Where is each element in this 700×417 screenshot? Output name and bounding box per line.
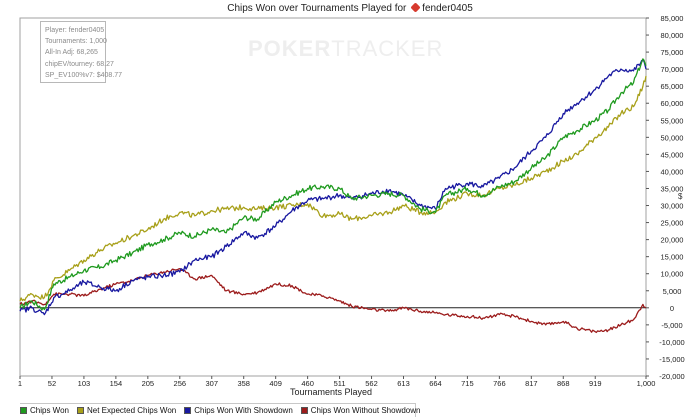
y-tick-label: -5,000 [661, 321, 682, 330]
legend-label-chips-won: Chips Won [30, 406, 69, 415]
legend-item-with-showdown[interactable]: Chips Won With Showdown [184, 406, 293, 415]
infobox-player: Player: fender0405 [45, 27, 105, 34]
watermark-bold: POKER [248, 36, 332, 61]
y-tick-label: 85,000 [661, 14, 684, 23]
stats-infobox: Player: fender0405 Tournaments: 1,000 Al… [40, 21, 123, 83]
series-line-net-expected-chips-won [19, 75, 647, 302]
y-tick-label: 50,000 [661, 133, 684, 142]
y-tick-label: -15,000 [659, 355, 684, 364]
x-tick-label: 511 [334, 379, 346, 388]
legend-swatch-chips-won [20, 407, 27, 414]
chart-title: Chips Won over Tournaments Played for fe… [0, 2, 700, 14]
legend-label-with-showdown: Chips Won With Showdown [194, 406, 293, 415]
x-tick-label: 766 [493, 379, 506, 388]
y-tick-label: 40,000 [661, 167, 684, 176]
x-tick-label: 205 [142, 379, 155, 388]
x-tick-label: 409 [269, 379, 282, 388]
y-tick-label: 60,000 [661, 99, 684, 108]
x-tick-label: 154 [110, 379, 123, 388]
y-tick-label: 80,000 [661, 31, 684, 40]
x-tick-label: 307 [205, 379, 218, 388]
y-tick-label: 75,000 [661, 48, 684, 57]
y-tick-label: -10,000 [659, 338, 684, 347]
y-tick-label: 0 [670, 304, 674, 313]
x-tick-label: 358 [237, 379, 250, 388]
infobox-tournaments: Tournaments: 1,000 [45, 38, 107, 46]
legend-swatch-with-showdown [184, 407, 192, 414]
y-tick-label: 65,000 [661, 82, 684, 91]
y-tick-label: 5,000 [663, 287, 682, 296]
legend-item-without-showdown[interactable]: Chips Won Without Showdown [300, 406, 421, 415]
legend-label-net-expected: Net Expected Chips Won [86, 406, 177, 415]
x-axis-label: Tournaments Played [289, 387, 373, 397]
x-tick-label: 256 [174, 379, 187, 388]
x-tick-label: 664 [429, 379, 442, 388]
legend-item-chips-won[interactable]: Chips Won [20, 406, 69, 415]
y-tick-label: 15,000 [661, 253, 684, 262]
chart-title-prefix: Chips Won over Tournaments Played for [227, 3, 407, 14]
y-tick-label: 55,000 [661, 116, 684, 125]
y-tick-label: 45,000 [661, 150, 684, 159]
x-tick-label: 562 [365, 379, 378, 388]
pokertracker-spade-icon [410, 2, 421, 13]
y-tick-label: 20,000 [661, 236, 684, 245]
y-tick-label: 35,000 [661, 184, 684, 193]
x-tick-label: 715 [461, 379, 474, 388]
chart-title-player: fender0405 [422, 3, 473, 14]
x-tick-label: 1 [18, 379, 22, 388]
legend-label-without-showdown: Chips Won Without Showdown [310, 406, 421, 415]
legend-swatch-without-showdown [300, 407, 308, 414]
x-tick-label: 613 [397, 379, 410, 388]
x-tick-label: 460 [301, 379, 314, 388]
pokertracker-watermark: POKERTRACKER [248, 36, 443, 62]
chart-legend: Chips Won Net Expected Chips Won Chips W… [20, 403, 420, 417]
x-tick-label: 868 [557, 379, 570, 388]
x-tick-label: 1,000 [637, 379, 656, 388]
infobox-chipev: chipEV/tourney: 68.27 [45, 60, 114, 68]
infobox-allin-adj: All-In Adj: 68,265 [45, 49, 98, 57]
x-tick-label: 52 [48, 379, 56, 388]
legend-swatch-net-expected [76, 407, 84, 414]
series-line-chips-won [19, 58, 647, 311]
y-tick-label: -20,000 [659, 372, 684, 381]
y-tick-label: 70,000 [661, 65, 684, 74]
watermark-light: TRACKER [331, 36, 444, 61]
legend-item-net-expected[interactable]: Net Expected Chips Won [76, 406, 177, 415]
x-tick-label: 103 [78, 379, 91, 388]
y-axis-label: $ [678, 192, 683, 201]
y-tick-label: 30,000 [661, 202, 684, 211]
infobox-sp-ev: SP_EV100%v7: $408.77 [45, 71, 123, 79]
x-tick-label: 817 [525, 379, 538, 388]
y-tick-label: 10,000 [661, 270, 684, 279]
y-tick-label: 25,000 [661, 219, 684, 228]
series-line-chips-won-without-showdown [19, 267, 647, 334]
series-line-chips-won-with-showdown [19, 59, 647, 316]
x-tick-label: 919 [589, 379, 602, 388]
